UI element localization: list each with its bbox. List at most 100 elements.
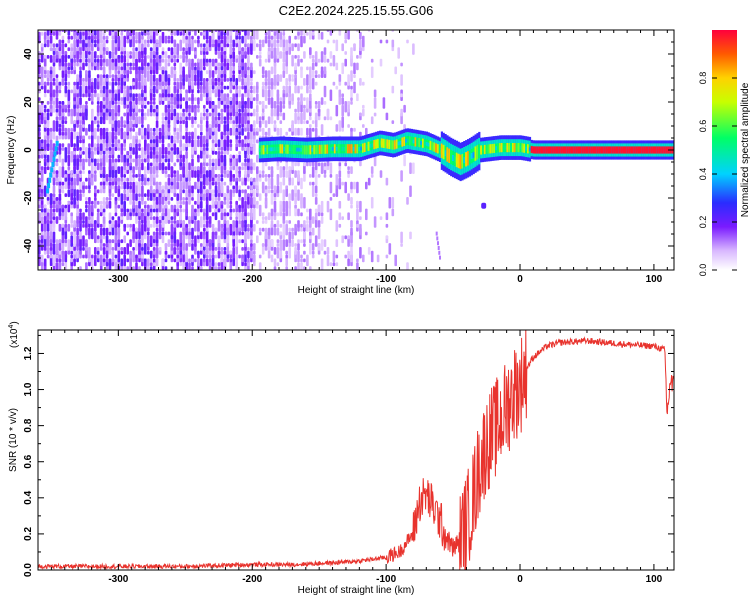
spectrogram-cell bbox=[273, 247, 277, 255]
spectrogram-cell bbox=[338, 177, 342, 186]
spectrogram-cell bbox=[247, 247, 250, 251]
spectrogram-cell bbox=[232, 158, 235, 167]
spectrogram-cell bbox=[144, 200, 147, 205]
spectrogram-cell bbox=[232, 74, 235, 78]
spectrogram-cell bbox=[55, 239, 59, 244]
spectrogram-cell bbox=[229, 43, 233, 55]
spectrogram-cell bbox=[79, 70, 82, 78]
spectrogram-signal-cell bbox=[665, 148, 668, 152]
spectrogram-cell bbox=[241, 212, 244, 221]
spectrogram-cell bbox=[173, 58, 177, 63]
spectrogram-signal-cell bbox=[620, 148, 623, 152]
spectrogram-signal-cell bbox=[663, 148, 666, 152]
spectrogram-cell bbox=[114, 212, 118, 217]
spectrogram-cell bbox=[164, 104, 168, 113]
y-tick-label: 0 bbox=[23, 147, 34, 153]
spectrogram-cell bbox=[311, 216, 315, 224]
spectrogram-cell bbox=[200, 177, 203, 182]
spectrogram-cell bbox=[70, 62, 73, 67]
spectrogram-cell bbox=[111, 147, 115, 155]
spectrogram-cell bbox=[344, 162, 347, 167]
spectrogram-cell bbox=[226, 35, 230, 40]
spectrogram-cell bbox=[135, 212, 138, 217]
spectrogram-cell bbox=[205, 162, 209, 167]
spectrogram-cell bbox=[244, 47, 247, 52]
spectrogram-cell bbox=[79, 139, 82, 144]
spectrogram-cell bbox=[182, 31, 185, 36]
spectrogram-cell bbox=[373, 89, 377, 98]
spectrogram-signal-cell bbox=[264, 147, 267, 152]
spectrogram-cell bbox=[117, 104, 121, 113]
spectrogram-cell bbox=[96, 212, 100, 224]
spectrogram-cell bbox=[217, 197, 221, 201]
spectrogram-signal-cell bbox=[377, 141, 380, 146]
spectrogram-cell bbox=[188, 262, 191, 270]
spectrogram-cell bbox=[55, 78, 59, 86]
y-tick-label: 1.0 bbox=[23, 382, 34, 396]
spectrogram-cell bbox=[247, 120, 250, 124]
spectrogram-cell bbox=[38, 162, 41, 171]
spectrogram-cell bbox=[300, 66, 303, 71]
spectrogram-cell bbox=[356, 55, 359, 59]
spectrogram-cell bbox=[238, 35, 241, 40]
spectrogram-cell bbox=[114, 81, 118, 86]
spectrogram-cell bbox=[232, 189, 235, 194]
spectrogram-cell bbox=[270, 66, 274, 75]
spectrogram-cell bbox=[70, 35, 73, 40]
spectrogram-cell bbox=[67, 181, 71, 186]
spectrogram-cell bbox=[311, 62, 315, 71]
spectrogram-cell bbox=[46, 247, 50, 255]
spectrogram-cell bbox=[214, 174, 218, 178]
spectrogram-cell bbox=[311, 127, 315, 132]
spectrogram-cell bbox=[170, 220, 174, 224]
spectrogram-cell bbox=[185, 158, 188, 171]
spectrogram-cell bbox=[38, 104, 41, 113]
spectrogram-cell bbox=[58, 30, 62, 32]
spectrogram-cell bbox=[132, 254, 135, 259]
spectrogram-cell bbox=[250, 189, 253, 194]
spectrogram-cell bbox=[76, 131, 79, 136]
spectrogram-cell bbox=[144, 112, 147, 117]
spectrogram-cell bbox=[96, 250, 100, 255]
spectrogram-cell bbox=[264, 189, 268, 194]
spectrogram-cell bbox=[362, 35, 365, 48]
spectrogram-cell bbox=[226, 170, 230, 174]
spectrogram-cell bbox=[229, 81, 233, 86]
spectrogram-cell bbox=[138, 197, 141, 201]
spectrogram-signal-cell bbox=[258, 148, 262, 152]
spectrogram-cell bbox=[117, 158, 121, 163]
spectrogram-cell bbox=[258, 51, 262, 55]
spectrogram-cell bbox=[38, 51, 41, 59]
spectrogram-cell bbox=[152, 74, 156, 82]
spectrogram-cell bbox=[179, 93, 182, 102]
spectrogram-cell bbox=[309, 231, 312, 236]
spectrogram-signal-cell bbox=[348, 146, 352, 151]
spectrogram-signal-cell bbox=[266, 147, 269, 152]
spectrogram-cell bbox=[129, 193, 132, 205]
spectrogram-cell bbox=[353, 181, 356, 190]
spectrogram-cell bbox=[176, 181, 179, 190]
spectrogram-cell bbox=[188, 97, 191, 101]
spectrogram-cell bbox=[205, 220, 209, 228]
spectrogram-cell bbox=[135, 254, 138, 259]
spectrogram-cell bbox=[158, 247, 162, 251]
spectrogram-cell bbox=[323, 250, 327, 255]
spectrogram-cell bbox=[276, 185, 280, 194]
spectrogram-cell bbox=[158, 223, 162, 236]
spectrogram-cell bbox=[264, 200, 268, 205]
spectrogram-signal-cell bbox=[386, 142, 389, 146]
spectrogram-cell bbox=[43, 258, 47, 267]
spectrogram-cell bbox=[67, 47, 71, 52]
spectrogram-cell bbox=[276, 74, 280, 82]
spectrogram-cell bbox=[173, 223, 177, 228]
spectrogram-cell bbox=[61, 143, 65, 148]
spectrogram-cell bbox=[276, 89, 280, 98]
spectrogram-cell bbox=[270, 239, 274, 247]
spectrogram-signal-cell bbox=[412, 139, 415, 144]
spectrogram-cell bbox=[147, 124, 150, 132]
spectrogram-cell bbox=[279, 231, 283, 236]
spectrogram-cell bbox=[132, 177, 135, 182]
spectrogram-cell bbox=[138, 31, 141, 44]
spectrogram-cell bbox=[149, 30, 153, 36]
